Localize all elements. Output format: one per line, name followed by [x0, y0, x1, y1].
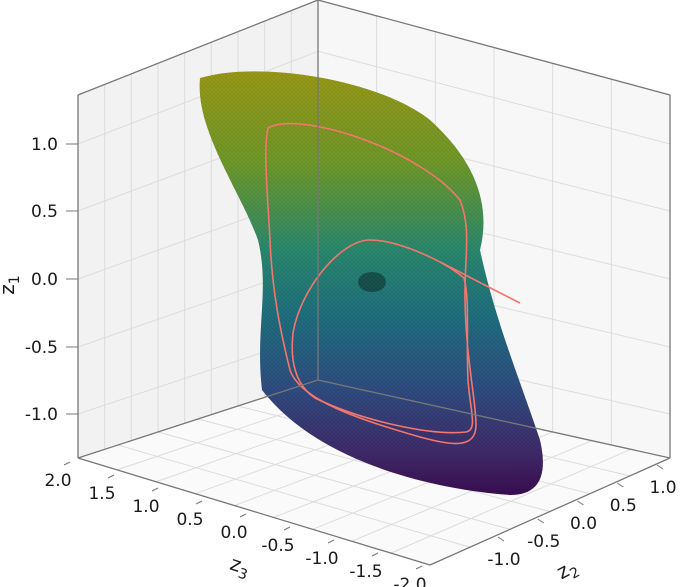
trajectory-tail [439, 261, 521, 304]
z3-tick-label: -0.5 [261, 536, 294, 556]
z3-tick-label: 2.0 [44, 471, 71, 491]
z3-tick-mark [151, 487, 159, 492]
trajectory-outer-loop [265, 122, 477, 445]
z1-tick-label: 0.0 [31, 270, 58, 290]
trajectory [265, 122, 521, 445]
z2-tick-label: 1.0 [649, 478, 676, 498]
z3-tick-label: 0.5 [176, 510, 203, 530]
surface-center-shade [358, 272, 386, 292]
z2-tick-mark [577, 500, 584, 506]
z3-tick-mark [195, 500, 203, 505]
z3-tick-mark [415, 565, 423, 570]
z3-axis-title: z3 [226, 551, 253, 584]
z3-tick-label: -2.0 [393, 575, 426, 587]
z3-tick-label: 0.0 [220, 523, 247, 543]
z2-tick-mark [656, 464, 664, 470]
z3-tick-mark [327, 539, 335, 544]
z1-tick-label: 0.5 [31, 202, 58, 222]
surface [199, 71, 543, 496]
z3-tick-label: 1.0 [132, 497, 159, 517]
z3-tick-label: 1.5 [88, 484, 115, 504]
z2-tick-mark [616, 482, 624, 488]
z1-axis-title: z1 [0, 275, 23, 294]
z2-tick-label: -1.0 [487, 550, 520, 570]
z1-tick-label: -0.5 [25, 338, 58, 358]
z1-tick-label: 1.0 [31, 135, 58, 155]
z1-tick-label: -1.0 [25, 405, 58, 425]
z1-ticks: 1.0 0.5 0.0 -0.5 -1.0 [25, 135, 78, 425]
z2-tick-label: -0.5 [527, 532, 560, 552]
z2-tick-mark [497, 536, 505, 542]
axis-frame [77, 0, 671, 566]
z3-tick-label: -1.0 [305, 549, 338, 569]
z3-tick-mark [283, 526, 291, 531]
z2-tick-label: 0.0 [570, 514, 597, 534]
z2-tick-label: 0.5 [610, 496, 637, 516]
z2-ticks: -1.0 -0.5 0.0 0.5 1.0 [487, 464, 677, 570]
z3-tick-mark [239, 513, 247, 518]
z3-tick-mark [371, 552, 379, 557]
z3-tick-mark [63, 461, 71, 466]
trajectory-inner-loop [291, 239, 474, 434]
z3-tick-label: -1.5 [349, 562, 382, 582]
z3-tick-mark [107, 474, 115, 479]
z2-axis-title: z2 [553, 554, 583, 587]
z3-ticks: 2.0 1.5 1.0 0.5 0.0 -0.5 -1.0 -1.5 -2.0 [44, 461, 427, 587]
z2-tick-mark [537, 518, 545, 524]
